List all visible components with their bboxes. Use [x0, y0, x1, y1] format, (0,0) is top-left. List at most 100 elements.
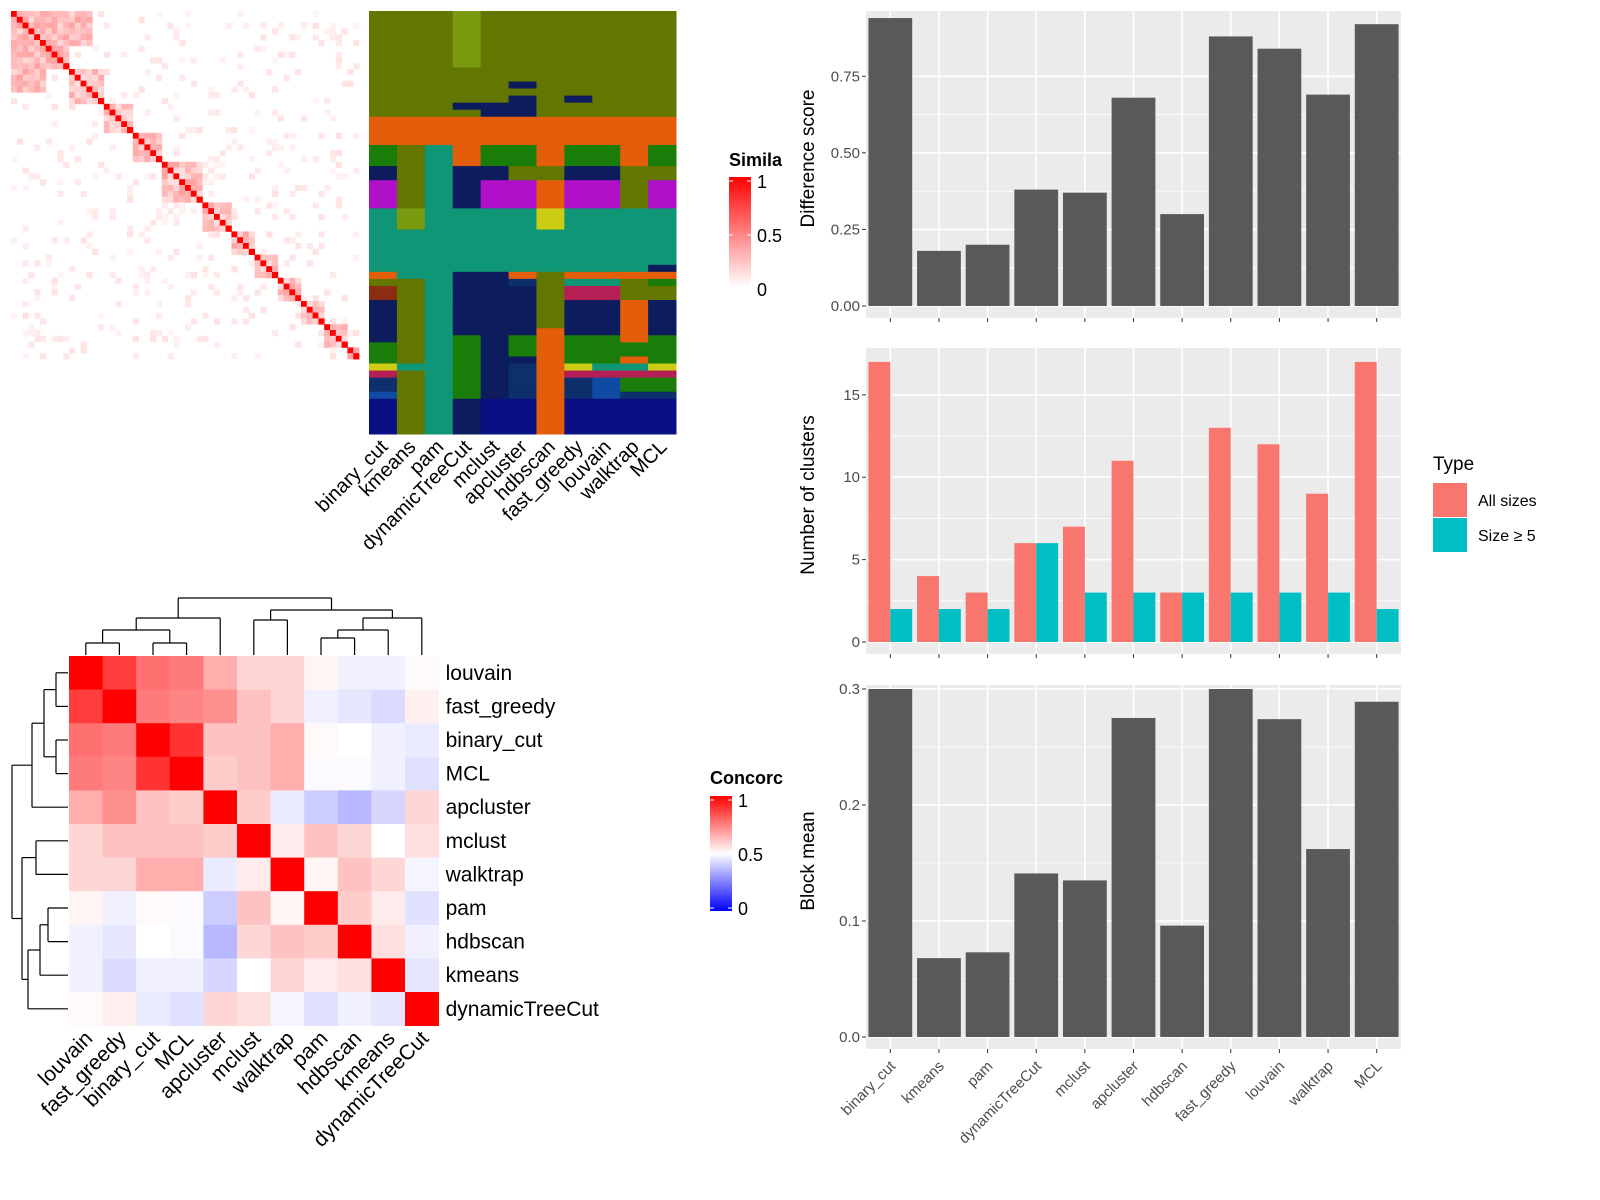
similarity-cell	[121, 115, 128, 122]
similarity-cell	[109, 109, 116, 116]
concordance-cell	[69, 656, 103, 690]
membership-cell	[452, 18, 482, 26]
similarity-cell	[335, 196, 342, 203]
membership-cell	[620, 187, 649, 195]
membership-cell	[424, 173, 454, 181]
membership-cell	[480, 328, 510, 336]
membership-cell	[452, 236, 482, 245]
similarity-cell	[132, 353, 139, 360]
similarity-cell	[22, 57, 29, 64]
membership-cell	[396, 144, 426, 153]
membership-cell	[648, 405, 677, 414]
similarity-cell	[80, 92, 87, 99]
membership-cell	[648, 187, 677, 195]
membership-cell	[424, 384, 454, 393]
concordance-cell	[69, 924, 103, 959]
membership-cell	[396, 391, 426, 400]
membership-cell	[396, 285, 426, 294]
similarity-cell	[179, 208, 186, 215]
similarity-cell	[318, 190, 325, 197]
similarity-cell	[80, 341, 87, 348]
membership-cell	[452, 81, 482, 90]
concordance-cell	[337, 756, 372, 791]
similarity-cell	[283, 295, 290, 302]
membership-cell	[424, 180, 454, 188]
membership-cell	[648, 314, 677, 322]
similarity-cell	[330, 318, 337, 325]
similarity-cell	[225, 22, 232, 29]
similarity-cell	[51, 121, 58, 128]
similarity-cell	[80, 34, 87, 41]
concordance-cell	[304, 756, 339, 791]
concordance-cell	[69, 689, 103, 724]
membership-cell	[396, 25, 426, 33]
similarity-cell	[185, 161, 192, 168]
membership-cell	[508, 243, 537, 252]
membership-cell	[424, 293, 454, 301]
concordance-row-label: hdbscan	[446, 931, 525, 954]
membership-cell	[508, 278, 537, 287]
membership-cell	[480, 243, 510, 252]
similarity-cell	[161, 98, 168, 105]
similarity-cell	[109, 254, 116, 261]
membership-cell	[564, 137, 593, 146]
membership-cell	[480, 74, 510, 82]
similarity-cell	[63, 353, 70, 360]
concordance-cell	[337, 723, 372, 758]
similarity-cell	[289, 289, 296, 296]
membership-cell	[648, 285, 677, 294]
similarity-cell	[51, 335, 58, 342]
membership-cell	[452, 95, 482, 104]
similarity-cell	[353, 330, 360, 337]
similarity-cell	[219, 173, 226, 180]
membership-cell	[536, 412, 565, 421]
concordance-cell	[371, 689, 406, 724]
membership-cell	[536, 215, 565, 223]
membership-cell	[480, 412, 510, 421]
membership-cell	[508, 293, 537, 301]
similarity-cell	[243, 318, 250, 325]
concordance-cell	[169, 924, 204, 959]
similarity-cell	[86, 231, 93, 238]
similarity-cell	[167, 330, 174, 337]
similarity-cell	[173, 34, 180, 41]
membership-cell	[536, 18, 565, 26]
bar-size-5	[1036, 543, 1059, 642]
concordance-cell	[304, 857, 339, 892]
similarity-cell	[277, 144, 284, 151]
similarity-cell	[98, 324, 105, 331]
similarity-cell	[266, 138, 273, 145]
similarity-cell	[40, 74, 47, 81]
similarity-cell	[92, 98, 99, 105]
membership-cell	[564, 152, 593, 160]
similarity-cell	[266, 260, 273, 267]
concordance-cell	[203, 992, 238, 1026]
similarity-cell	[156, 312, 163, 319]
membership-cell	[648, 271, 677, 280]
similarity-cell	[301, 185, 308, 192]
membership-cell	[536, 95, 565, 104]
y-axis-title: Difference score	[798, 90, 819, 228]
concordance-cell	[304, 790, 339, 825]
y-tick-label: 0.00	[831, 298, 860, 315]
membership-cell	[592, 243, 621, 252]
membership-cell	[508, 215, 537, 223]
similarity-cell	[161, 173, 168, 180]
membership-cell	[424, 137, 454, 146]
membership-cell	[592, 349, 621, 357]
similarity-cell	[57, 51, 64, 58]
similarity-cell	[156, 150, 163, 157]
similarity-cell	[11, 74, 18, 81]
similarity-cell	[121, 103, 128, 110]
similarity-cell	[144, 277, 151, 284]
membership-cell	[648, 74, 677, 82]
similarity-cell	[132, 335, 139, 342]
bar	[1208, 36, 1253, 306]
membership-cell	[620, 271, 649, 280]
similarity-cell	[45, 34, 52, 41]
concordance-cell	[237, 756, 271, 791]
similarity-cell	[40, 57, 47, 64]
similarity-cell	[69, 144, 76, 151]
concordance-cell	[405, 891, 439, 926]
bar-size-5	[1182, 592, 1205, 642]
